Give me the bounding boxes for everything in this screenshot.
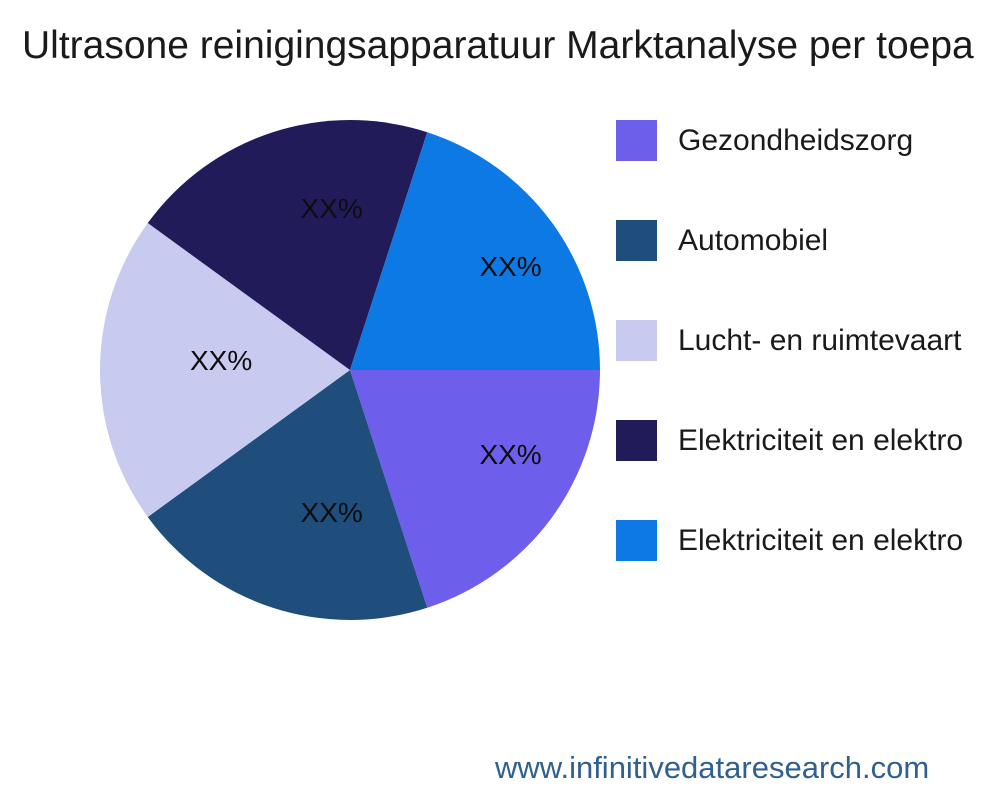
pie-chart: XX% XX% XX% XX% XX% [100,120,600,620]
pie-slice-1 [147,370,428,620]
legend-swatch-elektriciteit-blue [616,520,657,561]
slice-percent-label-4: XX% [479,251,541,282]
legend-label-automobiel: Automobiel [678,223,829,257]
pie-slice-2 [100,223,350,517]
legend-swatch-gezondheidszorg [616,120,657,161]
legend-label-lucht-en-ruimtevaart: Lucht- en ruimtevaart [678,323,962,357]
legend-label-elektriciteit-blue: Elektriciteit en elektro [678,523,964,557]
legend-label-elektriciteit-navy: Elektriciteit en elektro [678,423,964,457]
legend-item-lucht-en-ruimtevaart: Lucht- en ruimtevaart [616,320,963,361]
legend-label-gezondheidszorg: Gezondheidszorg [678,123,914,157]
slice-percent-label-1: XX% [301,497,363,528]
legend: Gezondheidszorg Automobiel Lucht- en rui… [616,120,963,620]
legend-swatch-automobiel [616,220,657,261]
pie-slice-3 [147,120,428,371]
legend-item-elektriciteit-navy: Elektriciteit en elektro [616,420,963,461]
legend-item-elektriciteit-blue: Elektriciteit en elektro [616,520,963,561]
chart-title: Ultrasone reinigingsapparatuur Marktanal… [22,24,974,67]
slice-percent-label-3: XX% [301,193,363,224]
watermark-url: www.infinitivedataresearch.com [495,750,930,785]
pie-slice-4 [350,132,600,370]
slice-percent-label-0: XX% [479,439,541,470]
pie-slice-0 [350,370,600,608]
legend-swatch-lucht-en-ruimtevaart [616,320,657,361]
legend-item-automobiel: Automobiel [616,220,963,261]
slice-percent-label-2: XX% [190,345,252,376]
legend-item-gezondheidszorg: Gezondheidszorg [616,120,963,161]
legend-swatch-elektriciteit-navy [616,420,657,461]
